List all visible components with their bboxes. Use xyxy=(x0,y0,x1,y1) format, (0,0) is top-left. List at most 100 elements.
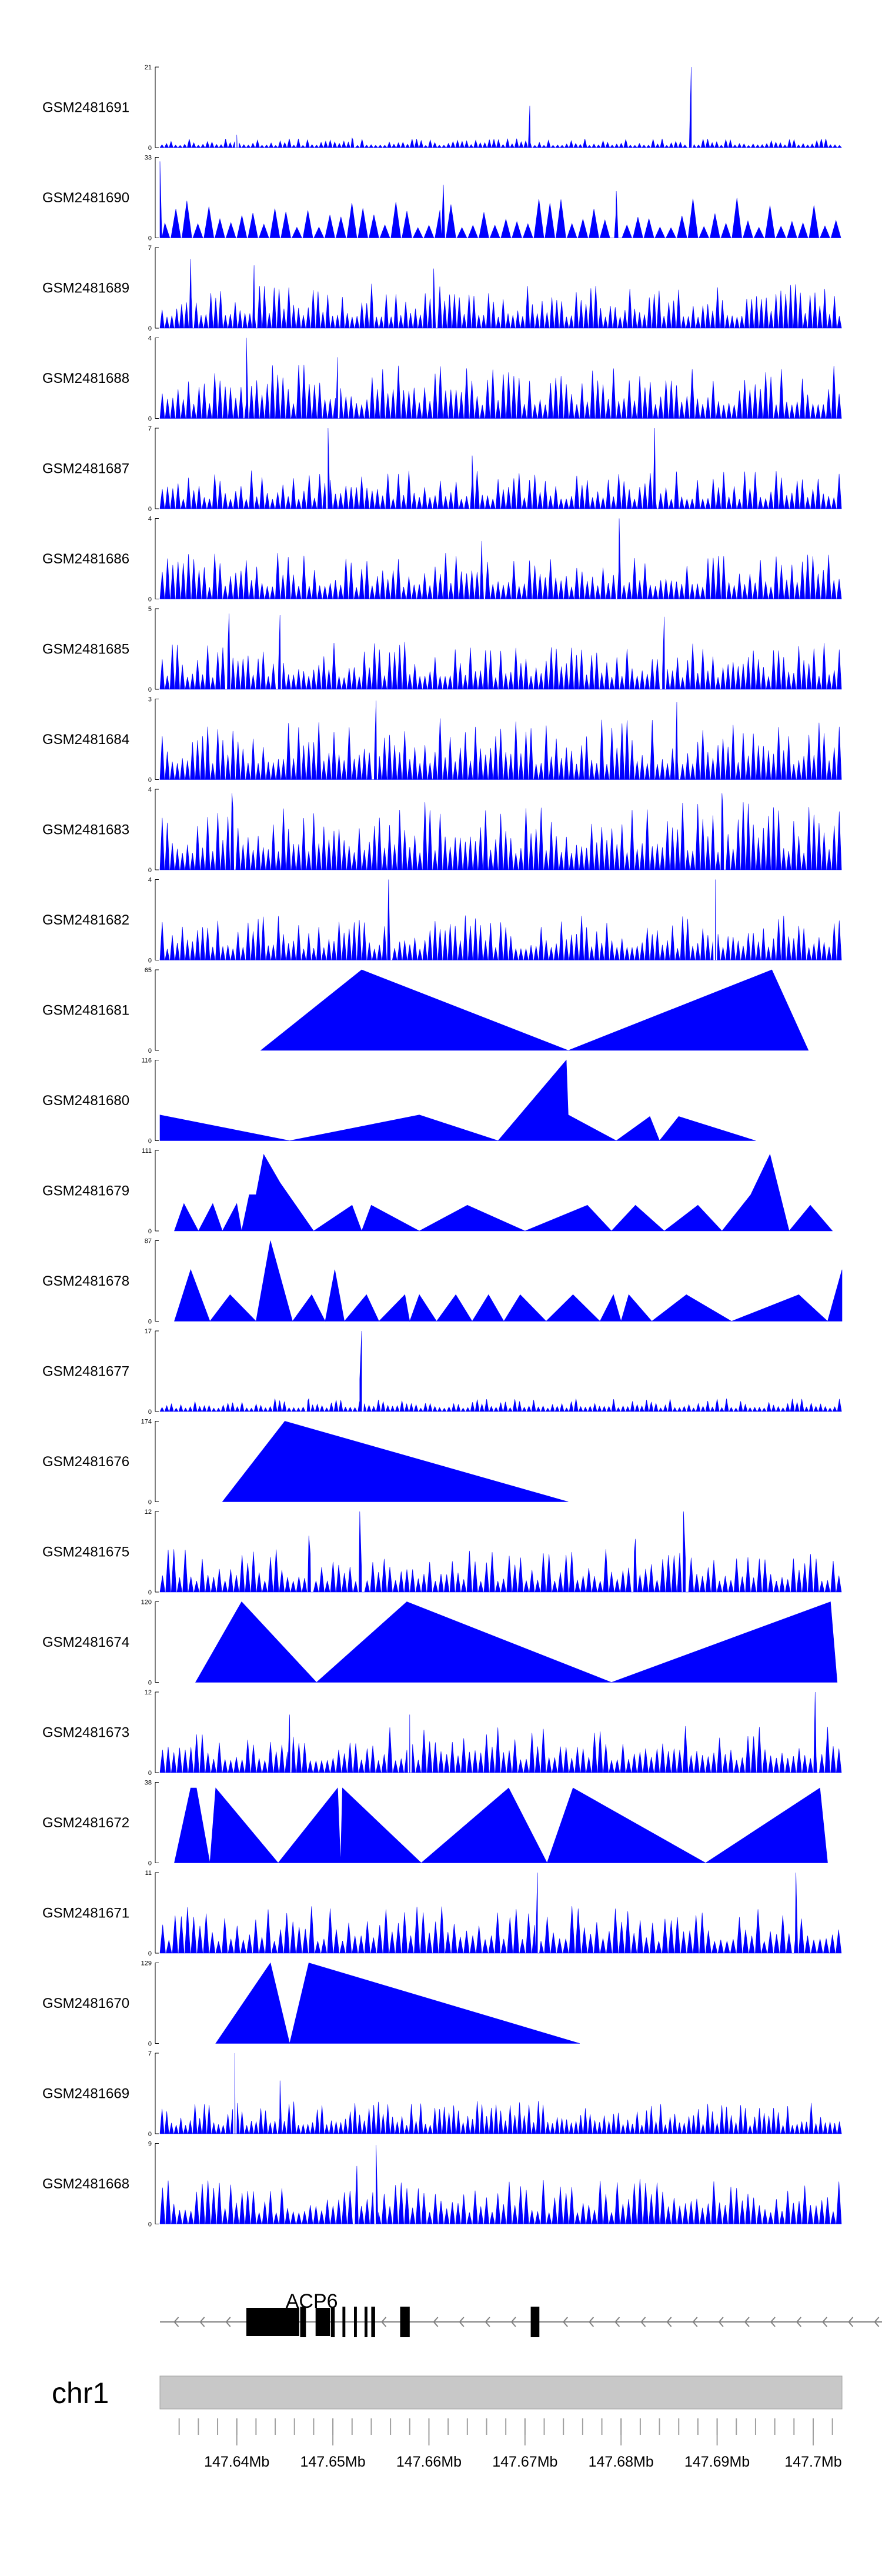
track-signal xyxy=(174,1240,843,1322)
track-signal xyxy=(159,1059,756,1142)
y-max-label: 65 xyxy=(145,967,152,974)
track-GSM2481669: GSM2481669 7 0 xyxy=(42,2050,842,2138)
y-max-label: 21 xyxy=(145,64,152,71)
y-max-label: 7 xyxy=(148,245,152,252)
track-signal xyxy=(195,1601,838,1683)
y-min-label: 0 xyxy=(148,506,152,513)
y-max-label: 11 xyxy=(145,1870,152,1877)
track-label: GSM2481685 xyxy=(42,642,129,658)
y-max-label: 120 xyxy=(141,1599,152,1606)
track-label: GSM2481687 xyxy=(42,461,129,477)
gene-exons xyxy=(246,2307,540,2337)
track-signal xyxy=(174,1153,833,1232)
y-max-label: 3 xyxy=(148,696,152,703)
track-label: GSM2481691 xyxy=(42,100,129,116)
track-GSM2481687: GSM2481687 7 0 xyxy=(42,425,842,513)
track-signal xyxy=(159,2145,842,2224)
track-GSM2481674: GSM2481674 120 0 xyxy=(42,1599,838,1687)
track-signal xyxy=(159,338,842,419)
strand-arrow xyxy=(770,2317,776,2327)
y-min-label: 0 xyxy=(148,1138,152,1145)
track-signal xyxy=(159,518,842,599)
track-GSM2481672: GSM2481672 38 0 xyxy=(42,1780,828,1867)
track-GSM2481685: GSM2481685 5 0 xyxy=(42,606,842,693)
track-signal xyxy=(159,1691,842,1773)
genome-axis-track: chr1 147.64Mb 147.65Mb 147.66Mb 147.67Mb 147… xyxy=(52,2375,843,2470)
exon-1 xyxy=(246,2308,299,2336)
y-max-label: 38 xyxy=(145,1780,152,1787)
track-label: GSM2481688 xyxy=(42,371,129,386)
track-GSM2481670: GSM2481670 129 0 xyxy=(42,1960,580,2048)
gene-strand-arrows xyxy=(173,2317,880,2327)
track-signal xyxy=(159,428,842,509)
exon-3 xyxy=(315,2308,330,2336)
strand-arrow xyxy=(614,2317,620,2327)
track-GSM2481686: GSM2481686 4 0 xyxy=(42,516,842,603)
axis-tick-label: 147.69Mb xyxy=(684,2454,750,2470)
track-GSM2481688: GSM2481688 4 0 xyxy=(42,335,842,423)
y-min-label: 0 xyxy=(148,1770,152,1777)
track-GSM2481689: GSM2481689 7 0 xyxy=(42,245,842,332)
y-min-label: 0 xyxy=(148,235,152,242)
track-signal xyxy=(159,879,842,960)
track-GSM2481684: GSM2481684 3 0 xyxy=(42,696,842,784)
track-GSM2481690: GSM2481690 33 0 xyxy=(42,155,841,242)
strand-arrow xyxy=(510,2317,516,2327)
track-signal xyxy=(159,793,842,870)
strand-arrow xyxy=(874,2317,880,2327)
strand-arrow xyxy=(459,2317,465,2327)
y-min-label: 0 xyxy=(148,957,152,965)
track-label: GSM2481686 xyxy=(42,551,129,567)
strand-arrow xyxy=(821,2317,828,2327)
y-min-label: 0 xyxy=(148,1047,152,1055)
axis-tick-label: 147.64Mb xyxy=(204,2454,269,2470)
track-GSM2481677: GSM2481677 17 0 xyxy=(42,1328,842,1416)
track-GSM2481679: GSM2481679 111 0 xyxy=(42,1147,833,1235)
track-signal xyxy=(260,969,809,1051)
signal-tracks: GSM2481691210GSM2481690330GSM248168970GS… xyxy=(42,64,843,2228)
axis-tick-label: 147.68Mb xyxy=(589,2454,654,2470)
y-min-label: 0 xyxy=(148,1680,152,1687)
strand-arrow xyxy=(796,2317,801,2327)
track-label: GSM2481677 xyxy=(42,1364,129,1380)
track-signal xyxy=(159,1872,842,1954)
y-max-label: 17 xyxy=(145,1328,152,1335)
track-signal xyxy=(159,700,842,780)
track-signal xyxy=(159,66,842,148)
gene-model-track: ACP6 xyxy=(160,2290,882,2337)
track-label: GSM2481684 xyxy=(42,732,129,748)
strand-arrow xyxy=(562,2317,568,2327)
track-GSM2481681: GSM2481681 65 0 xyxy=(42,967,809,1055)
chromosome-bar xyxy=(159,2375,843,2410)
exon-2 xyxy=(300,2307,306,2337)
y-min-label: 0 xyxy=(148,2221,152,2228)
track-label: GSM2481675 xyxy=(42,1544,129,1560)
track-GSM2481671: GSM2481671 11 0 xyxy=(42,1870,842,1957)
strand-arrow xyxy=(173,2317,179,2327)
track-signal xyxy=(222,1421,569,1502)
track-signal xyxy=(159,613,842,690)
track-GSM2481691: GSM2481691 21 0 xyxy=(42,64,842,152)
track-label: GSM2481676 xyxy=(42,1454,129,1470)
track-label: GSM2481670 xyxy=(42,1996,129,2011)
track-label: GSM2481683 xyxy=(42,822,129,838)
y-max-label: 4 xyxy=(148,516,152,523)
exon-9 xyxy=(400,2307,410,2337)
track-GSM2481676: GSM2481676 174 0 xyxy=(42,1419,569,1506)
track-label: GSM2481678 xyxy=(42,1273,129,1289)
strand-arrow xyxy=(692,2317,698,2327)
y-min-label: 0 xyxy=(148,2131,152,2138)
exon-4 xyxy=(330,2307,335,2337)
y-max-label: 87 xyxy=(145,1238,152,1245)
track-label: GSM2481679 xyxy=(42,1183,129,1199)
strand-arrow xyxy=(666,2317,672,2327)
axis-tick-label: 147.7Mb xyxy=(784,2454,841,2470)
y-max-label: 4 xyxy=(148,335,152,342)
track-signal xyxy=(159,161,841,238)
y-min-label: 0 xyxy=(148,867,152,874)
track-label: GSM2481672 xyxy=(42,1815,129,1831)
exon-6 xyxy=(354,2307,357,2337)
strand-arrow xyxy=(433,2317,439,2327)
strand-arrow xyxy=(381,2317,387,2327)
